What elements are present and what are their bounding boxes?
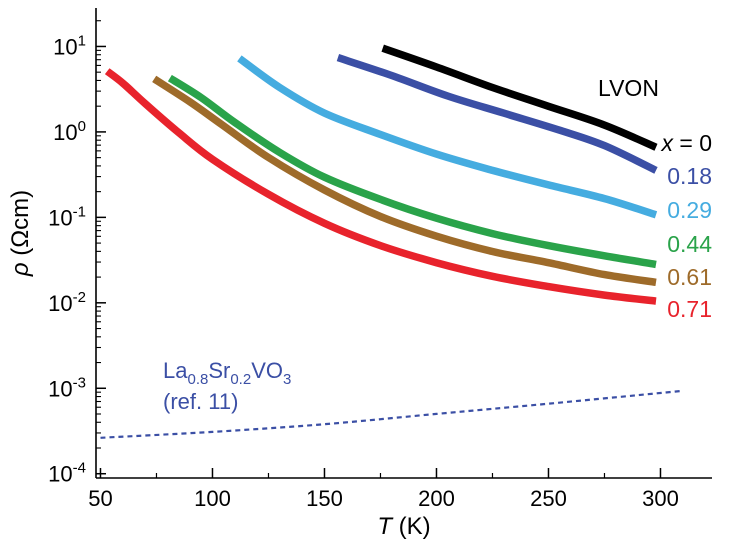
series-label-5: 0.71 [667,296,712,322]
x-tick-label-0: 50 [88,486,112,511]
y-tick-label-3: 10-2 [48,289,86,316]
y-tick-label-2: 10-1 [48,203,86,230]
series-line-0 [381,44,658,151]
series-label-2: 0.29 [667,197,712,223]
x-tick-label-3: 200 [418,486,455,511]
y-tick-label-4: 10-3 [48,374,86,401]
axes-layer: 50 100 150 200 250 300 101 100 10-1 10-2 10-3 10-4 T… [7,8,712,540]
y-tick-label-0: 101 [53,32,86,59]
sample-label: LVON [598,75,659,101]
x-tick-label-2: 150 [306,486,343,511]
y-axis-label: ρ (Ωcm) [7,190,34,277]
x-axis-label: T (K) [377,513,430,540]
series-label-3: 0.44 [667,231,712,257]
y-tick-label-5: 10-4 [48,460,86,487]
series-line-4 [152,75,657,287]
x-tick-label-4: 250 [530,486,567,511]
series-label-4: 0.61 [667,264,712,290]
series-line-3 [167,74,657,269]
x-tick-label-5: 300 [642,486,679,511]
curves-layer [100,44,684,439]
series-line-1 [336,54,658,174]
y-tick-label-1: 100 [53,118,86,145]
reference-series-line [100,389,684,439]
series-label-0: x = 0 [660,130,712,156]
series-line-5 [104,68,657,305]
x-tick-label-1: 100 [194,486,231,511]
labels-layer: LVON x = 0 0.18 0.29 0.44 0.61 0.71 La0.8Sr0.2V… [163,75,712,414]
series-label-1: 0.18 [667,163,712,189]
reference-compound-label: La0.8Sr0.2VO3 [163,358,291,388]
series-line-2 [237,55,658,219]
reference-note-label: (ref. 11) [163,389,238,414]
